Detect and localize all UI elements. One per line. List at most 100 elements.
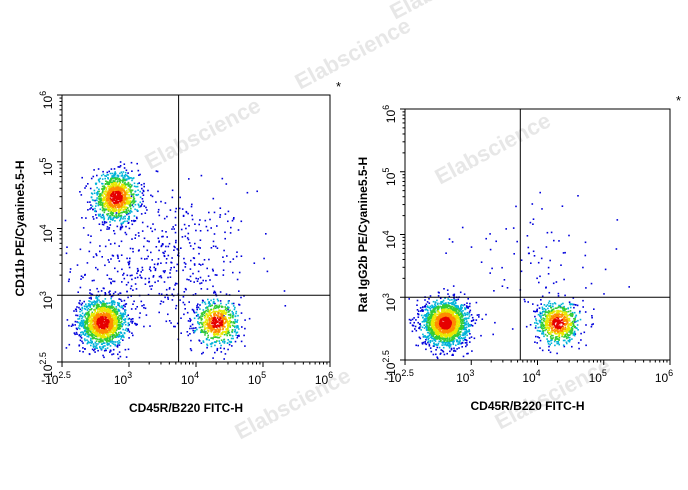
event-point xyxy=(107,316,110,319)
event-point xyxy=(101,304,103,306)
event-point xyxy=(109,201,112,204)
event-point xyxy=(130,295,132,297)
event-point xyxy=(197,303,199,305)
event-point xyxy=(106,196,108,198)
event-point xyxy=(157,211,160,213)
event-point xyxy=(115,333,117,335)
event-point xyxy=(156,170,159,173)
event-point xyxy=(95,214,97,216)
event-point xyxy=(113,280,116,283)
event-point xyxy=(107,308,109,311)
plot-left: *-102.5 103 104 105 106-102.5103104105106CD4… xyxy=(13,79,341,415)
event-point xyxy=(240,255,243,257)
event-point xyxy=(266,270,269,273)
event-point xyxy=(223,358,225,360)
event-point xyxy=(214,341,217,343)
event-point xyxy=(232,258,235,260)
event-point xyxy=(452,335,454,337)
event-point xyxy=(200,174,203,177)
event-point xyxy=(80,322,82,324)
event-point xyxy=(139,201,142,204)
event-point xyxy=(224,318,227,321)
event-point xyxy=(119,327,122,330)
event-point xyxy=(157,208,160,211)
event-point xyxy=(426,301,429,303)
event-point xyxy=(106,202,108,204)
event-point xyxy=(160,200,162,203)
event-point xyxy=(108,338,111,341)
event-point xyxy=(231,345,233,347)
event-point xyxy=(104,186,106,189)
event-point xyxy=(547,266,550,269)
event-point xyxy=(235,312,237,315)
event-point xyxy=(109,310,111,313)
event-point xyxy=(162,301,165,303)
event-point xyxy=(109,172,112,175)
event-point xyxy=(101,334,104,337)
event-point xyxy=(421,326,424,329)
event-point xyxy=(124,179,127,181)
event-point xyxy=(200,342,203,344)
event-point xyxy=(226,319,229,321)
event-point xyxy=(204,301,206,304)
event-point xyxy=(106,228,108,230)
event-point xyxy=(206,312,208,315)
event-point xyxy=(214,305,217,307)
event-point xyxy=(447,340,450,343)
event-point xyxy=(139,173,141,176)
event-point xyxy=(112,348,115,351)
event-point xyxy=(96,324,98,326)
event-point xyxy=(119,355,122,358)
event-point xyxy=(140,271,142,273)
event-point xyxy=(99,301,101,303)
event-point xyxy=(111,321,114,323)
event-point xyxy=(140,276,142,279)
event-point xyxy=(214,302,216,305)
event-point xyxy=(95,205,97,207)
event-point xyxy=(113,194,115,197)
event-point xyxy=(178,207,181,210)
event-point xyxy=(104,209,106,212)
event-point xyxy=(195,311,198,314)
event-point xyxy=(234,315,237,318)
event-point xyxy=(235,334,237,336)
event-point xyxy=(111,323,113,326)
event-point xyxy=(451,308,454,311)
event-point xyxy=(437,332,440,335)
event-point xyxy=(485,313,487,316)
event-point xyxy=(154,267,157,270)
event-point xyxy=(184,266,187,268)
event-point xyxy=(122,180,125,182)
event-point xyxy=(115,176,117,179)
event-point xyxy=(463,303,466,306)
event-point xyxy=(73,332,76,334)
event-point xyxy=(432,300,435,303)
event-point xyxy=(79,335,82,338)
event-point xyxy=(229,313,231,316)
event-point xyxy=(207,334,209,337)
event-point xyxy=(127,185,130,187)
event-point xyxy=(223,331,225,333)
event-point xyxy=(84,322,87,325)
event-point xyxy=(241,326,243,328)
y-tick-base: 10 xyxy=(41,229,55,243)
event-point xyxy=(93,189,96,192)
event-point xyxy=(103,309,105,312)
event-point xyxy=(448,336,451,339)
event-point xyxy=(222,313,225,316)
event-point xyxy=(452,339,455,342)
event-point xyxy=(434,316,436,318)
event-point xyxy=(127,212,130,215)
event-point xyxy=(197,278,199,280)
event-point xyxy=(434,311,437,313)
event-point xyxy=(100,215,102,218)
event-point xyxy=(458,314,460,317)
event-point xyxy=(112,308,115,311)
event-point xyxy=(148,240,150,243)
event-point xyxy=(207,308,209,311)
event-point xyxy=(434,303,436,305)
event-point xyxy=(206,267,208,270)
event-point xyxy=(183,261,186,264)
event-point xyxy=(115,308,117,310)
event-point xyxy=(105,315,107,317)
